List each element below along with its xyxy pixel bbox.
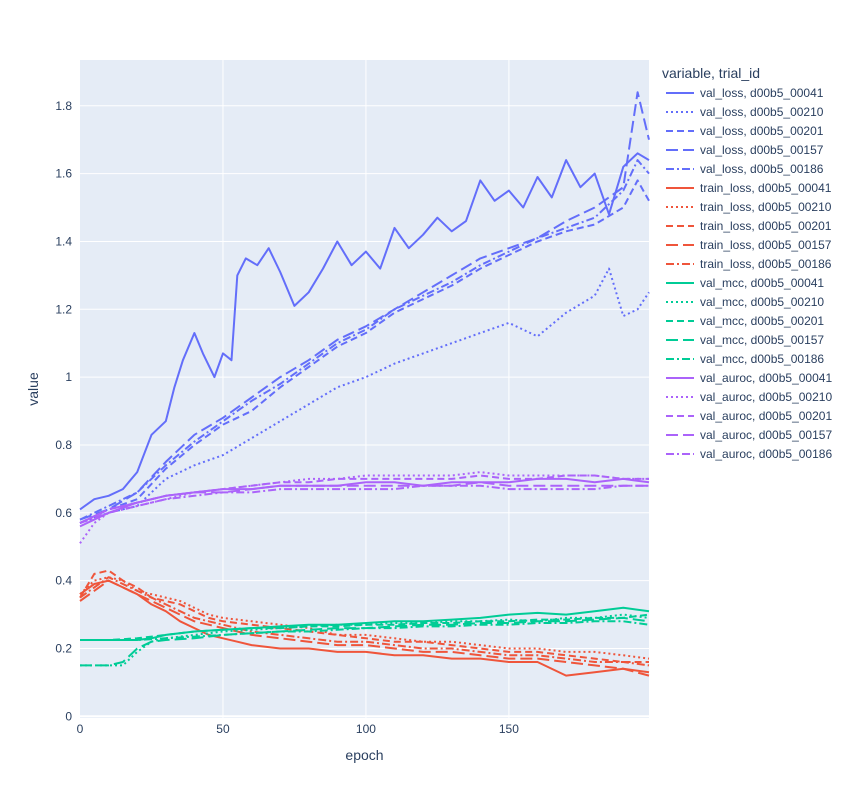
series-line-val_mcc xyxy=(80,613,650,641)
legend-item[interactable]: val_mcc, d00b5_00157 xyxy=(666,333,824,347)
series-line-val_auroc xyxy=(79,474,649,524)
legend-label: val_auroc, d00b5_00157 xyxy=(700,428,832,442)
grid-lines xyxy=(80,60,649,718)
legend-label: val_mcc, d00b5_00201 xyxy=(700,314,824,328)
y-axis: 0 0.2 0.4 0.6 0.8 1 1.2 1.4 1.6 1.8 xyxy=(55,99,72,724)
legend-item[interactable]: val_loss, d00b5_00157 xyxy=(666,143,824,157)
legend-label: val_loss, d00b5_00210 xyxy=(700,105,824,119)
series-line-train_loss xyxy=(79,576,650,667)
legend-item[interactable]: val_loss, d00b5_00201 xyxy=(666,124,824,138)
series-line-train_loss xyxy=(79,579,650,677)
y-tick-label: 0.6 xyxy=(55,506,72,520)
series-line-val_loss xyxy=(79,179,650,524)
legend-label: train_loss, d00b5_00210 xyxy=(700,200,832,214)
legend-item[interactable]: train_loss, d00b5_00157 xyxy=(666,238,832,252)
legend-item[interactable]: val_mcc, d00b5_00041 xyxy=(666,276,824,290)
legend-label: val_mcc, d00b5_00157 xyxy=(700,333,824,347)
y-tick-label: 1 xyxy=(65,370,72,384)
series-line-val_auroc xyxy=(79,484,649,524)
x-axis: 0 50 100 150 xyxy=(77,722,520,736)
legend-item[interactable]: val_auroc, d00b5_00186 xyxy=(666,447,832,461)
series-line-val_auroc xyxy=(79,471,649,544)
series-line-val_mcc xyxy=(80,616,650,667)
legend-label: val_auroc, d00b5_00201 xyxy=(700,409,832,423)
series-lines xyxy=(79,91,650,677)
series-line-train_loss xyxy=(79,579,650,677)
legend-item[interactable]: train_loss, d00b5_00041 xyxy=(666,181,832,195)
x-tick-label: 50 xyxy=(216,722,230,736)
legend-label: val_loss, d00b5_00157 xyxy=(700,143,824,157)
legend-label: train_loss, d00b5_00157 xyxy=(700,238,832,252)
series-line-val_loss xyxy=(79,152,650,511)
x-tick-label: 0 xyxy=(77,722,84,736)
y-tick-label: 0.2 xyxy=(55,641,72,655)
legend-label: val_loss, d00b5_00186 xyxy=(700,162,824,176)
y-tick-label: 1.8 xyxy=(55,99,72,113)
legend-item[interactable]: val_loss, d00b5_00186 xyxy=(666,162,824,176)
series-line-val_loss xyxy=(79,267,650,524)
y-tick-label: 0 xyxy=(65,709,72,723)
series-line-train_loss xyxy=(79,569,649,663)
legend-label: val_loss, d00b5_00041 xyxy=(700,86,824,100)
legend[interactable]: variable, trial_id val_loss, d00b5_00041… xyxy=(662,65,832,461)
legend-item[interactable]: train_loss, d00b5_00186 xyxy=(666,257,832,271)
legend-item[interactable]: val_loss, d00b5_00041 xyxy=(666,86,824,100)
legend-label: val_mcc, d00b5_00186 xyxy=(700,352,824,366)
y-tick-label: 0.8 xyxy=(55,438,72,452)
legend-item[interactable]: val_auroc, d00b5_00157 xyxy=(666,428,832,442)
y-tick-label: 1.4 xyxy=(55,234,72,248)
x-tick-label: 100 xyxy=(356,722,376,736)
legend-label: val_loss, d00b5_00201 xyxy=(700,124,824,138)
legend-label: val_auroc, d00b5_00186 xyxy=(700,447,832,461)
x-axis-title: epoch xyxy=(345,747,383,763)
legend-label: val_auroc, d00b5_00041 xyxy=(700,371,832,385)
y-tick-label: 1.2 xyxy=(55,302,72,316)
legend-label: val_mcc, d00b5_00041 xyxy=(700,276,824,290)
series-line-val_loss xyxy=(79,91,650,521)
legend-item[interactable]: val_mcc, d00b5_00201 xyxy=(666,314,824,328)
legend-item[interactable]: val_mcc, d00b5_00210 xyxy=(666,295,824,309)
legend-item[interactable]: val_auroc, d00b5_00201 xyxy=(666,409,832,423)
legend-label: train_loss, d00b5_00041 xyxy=(700,181,832,195)
legend-item[interactable]: train_loss, d00b5_00201 xyxy=(666,219,832,233)
legend-label: train_loss, d00b5_00201 xyxy=(700,219,832,233)
legend-item[interactable]: val_auroc, d00b5_00210 xyxy=(666,390,832,404)
y-tick-label: 1.6 xyxy=(55,167,72,181)
y-tick-label: 0.4 xyxy=(55,574,72,588)
legend-label: train_loss, d00b5_00186 xyxy=(700,257,832,271)
y-axis-title: value xyxy=(25,372,41,406)
legend-title: variable, trial_id xyxy=(662,65,760,81)
legend-label: val_mcc, d00b5_00210 xyxy=(700,295,824,309)
legend-item[interactable]: val_loss, d00b5_00210 xyxy=(666,105,824,119)
legend-item[interactable]: train_loss, d00b5_00210 xyxy=(666,200,832,214)
series-line-val_auroc xyxy=(79,481,649,524)
x-tick-label: 150 xyxy=(499,722,519,736)
legend-item[interactable]: val_mcc, d00b5_00186 xyxy=(666,352,824,366)
legend-label: val_auroc, d00b5_00210 xyxy=(700,390,832,404)
legend-item[interactable]: val_auroc, d00b5_00041 xyxy=(666,371,832,385)
